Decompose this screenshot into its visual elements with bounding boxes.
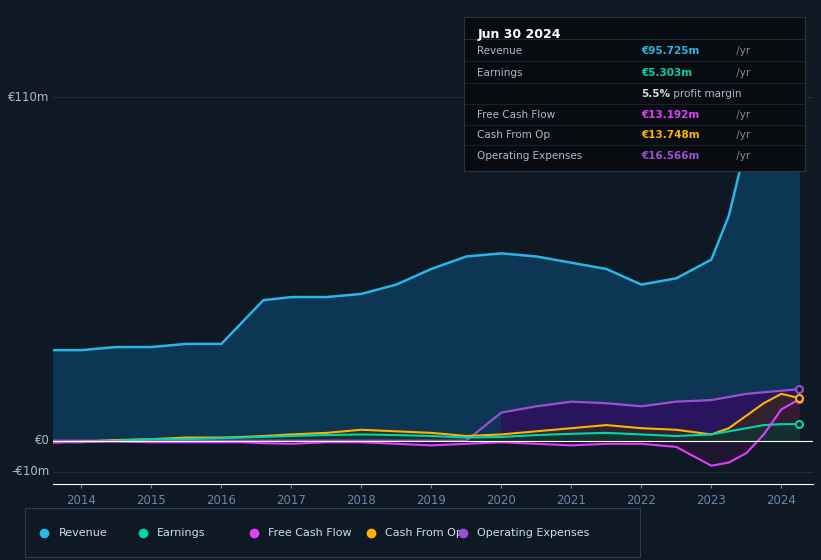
Text: profit margin: profit margin <box>670 89 741 99</box>
Text: 5.5%: 5.5% <box>641 89 670 99</box>
Text: Operating Expenses: Operating Expenses <box>478 151 583 161</box>
Text: Cash From Op: Cash From Op <box>385 528 463 538</box>
Text: Revenue: Revenue <box>58 528 108 538</box>
Text: Cash From Op: Cash From Op <box>478 130 551 141</box>
Text: Free Cash Flow: Free Cash Flow <box>268 528 351 538</box>
Text: Earnings: Earnings <box>157 528 205 538</box>
Text: €110m: €110m <box>8 91 49 104</box>
Text: /yr: /yr <box>733 151 750 161</box>
Text: Revenue: Revenue <box>478 46 523 55</box>
Text: €0: €0 <box>34 434 49 447</box>
Text: /yr: /yr <box>733 130 750 141</box>
Text: /yr: /yr <box>733 68 750 78</box>
Text: -€10m: -€10m <box>11 465 49 478</box>
Text: /yr: /yr <box>733 110 750 120</box>
Text: €16.566m: €16.566m <box>641 151 699 161</box>
Text: €13.192m: €13.192m <box>641 110 699 120</box>
Text: Jun 30 2024: Jun 30 2024 <box>478 27 561 40</box>
Text: /yr: /yr <box>733 46 750 55</box>
Text: €95.725m: €95.725m <box>641 46 699 55</box>
Text: Operating Expenses: Operating Expenses <box>477 528 589 538</box>
Text: €13.748m: €13.748m <box>641 130 699 141</box>
Text: €5.303m: €5.303m <box>641 68 692 78</box>
Text: Free Cash Flow: Free Cash Flow <box>478 110 556 120</box>
Text: Earnings: Earnings <box>478 68 523 78</box>
